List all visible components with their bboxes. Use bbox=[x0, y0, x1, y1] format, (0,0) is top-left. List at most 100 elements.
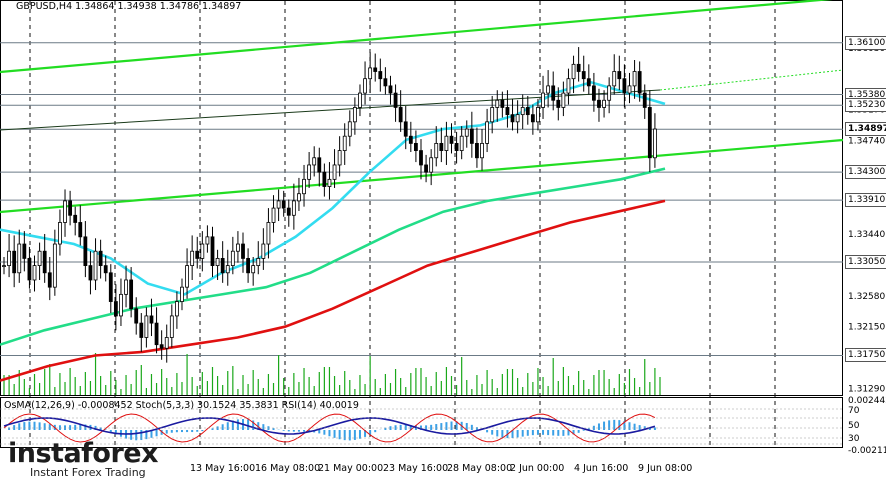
candle-body bbox=[78, 222, 83, 238]
price-tick: 1.33440 bbox=[848, 230, 885, 240]
candle-body bbox=[200, 243, 205, 259]
candle-body bbox=[297, 193, 301, 202]
candle-body bbox=[373, 67, 378, 72]
candle-body bbox=[230, 250, 235, 267]
candle-body bbox=[266, 222, 271, 245]
time-label: 28 May 08:00 bbox=[447, 463, 512, 474]
candle-body bbox=[129, 279, 134, 310]
candle-body bbox=[505, 107, 510, 116]
candle-body bbox=[73, 214, 78, 223]
candle-body bbox=[642, 92, 647, 108]
candle-body bbox=[83, 236, 88, 267]
candle-body bbox=[383, 78, 388, 87]
time-label: 2 Jun 00:00 bbox=[510, 463, 564, 474]
candle-body bbox=[490, 107, 495, 123]
candle-body bbox=[541, 92, 545, 108]
candle-body bbox=[403, 121, 408, 137]
candle-body bbox=[332, 164, 337, 180]
candle-body bbox=[169, 315, 174, 338]
candle-body bbox=[363, 78, 367, 94]
candle-body bbox=[164, 337, 169, 349]
candle-body bbox=[459, 135, 464, 151]
price-tick: 1.34740 bbox=[848, 137, 885, 147]
brand-tagline: Instant Forex Trading bbox=[30, 466, 146, 479]
level-price-label: 1.35230 bbox=[845, 98, 886, 113]
candle-body bbox=[358, 92, 362, 108]
candle-body bbox=[205, 236, 210, 245]
candle-body bbox=[88, 265, 93, 281]
candle-body bbox=[210, 236, 215, 267]
channel-upper bbox=[0, 0, 833, 74]
main-frame bbox=[0, 0, 843, 396]
candle-body bbox=[597, 99, 601, 108]
candle-body bbox=[149, 315, 154, 324]
time-label: 16 May 08:00 bbox=[255, 463, 320, 474]
candle-body bbox=[475, 142, 479, 159]
candle-body bbox=[42, 250, 47, 274]
candle-body bbox=[561, 92, 566, 108]
candle-body bbox=[68, 200, 73, 216]
candle-body bbox=[627, 85, 632, 94]
candle-body bbox=[32, 265, 37, 281]
candle-body bbox=[12, 250, 17, 274]
candle-body bbox=[525, 107, 530, 116]
candle-body bbox=[388, 85, 393, 94]
candle-body bbox=[551, 85, 556, 101]
candle-body bbox=[317, 157, 322, 173]
candle-body bbox=[449, 135, 454, 144]
candle-body bbox=[607, 85, 612, 101]
candle-body bbox=[556, 99, 561, 108]
time-label: 23 May 16:00 bbox=[383, 463, 448, 474]
candle-body bbox=[103, 265, 108, 274]
moving-average bbox=[0, 167, 666, 346]
candle-body bbox=[47, 272, 52, 288]
candle-body bbox=[124, 279, 128, 295]
candle-body bbox=[581, 71, 586, 80]
time-label: 9 Jun 08:00 bbox=[638, 463, 692, 474]
candle-body bbox=[337, 150, 342, 166]
candle-body bbox=[571, 63, 576, 80]
candle-body bbox=[520, 107, 525, 116]
candle-body bbox=[439, 142, 444, 151]
level-price-label: 1.34300 bbox=[845, 165, 886, 180]
candle-body bbox=[185, 265, 189, 288]
candle-body bbox=[93, 250, 98, 281]
candle-body bbox=[530, 114, 535, 123]
candle-body bbox=[576, 63, 581, 72]
level-price-label: 1.33910 bbox=[845, 193, 886, 208]
candle-body bbox=[113, 301, 118, 317]
candle-body bbox=[586, 78, 591, 87]
current-price-label: 1.34897 bbox=[845, 122, 886, 137]
candle-body bbox=[246, 258, 250, 274]
candle-body bbox=[195, 250, 200, 259]
candle-body bbox=[617, 71, 622, 80]
candle-body bbox=[352, 107, 357, 123]
candle-body bbox=[408, 135, 413, 144]
candle-body bbox=[500, 99, 505, 108]
level-price-label: 1.31750 bbox=[845, 348, 886, 363]
candle-body bbox=[98, 250, 103, 267]
candle-body bbox=[271, 207, 276, 223]
candle-body bbox=[342, 135, 347, 151]
candle-body bbox=[312, 157, 317, 166]
candle-body bbox=[52, 243, 57, 288]
candle-body bbox=[7, 250, 11, 267]
candle-body bbox=[546, 85, 551, 94]
candle-body bbox=[281, 200, 286, 209]
brand-name: instaforex bbox=[8, 438, 159, 469]
candle-body bbox=[251, 265, 256, 274]
candle-body bbox=[291, 200, 296, 216]
candle-body bbox=[236, 243, 240, 252]
candle-body bbox=[134, 308, 139, 324]
price-tick: 1.31290 bbox=[848, 385, 885, 395]
price-tick: 1.32580 bbox=[848, 292, 885, 302]
channel-mid-ext bbox=[659, 69, 844, 91]
candle-body bbox=[22, 243, 27, 259]
candle-body bbox=[174, 301, 179, 317]
candle-body bbox=[58, 222, 62, 245]
candle-body bbox=[139, 322, 144, 338]
channel-mid bbox=[0, 89, 661, 131]
candle-body bbox=[119, 293, 123, 317]
